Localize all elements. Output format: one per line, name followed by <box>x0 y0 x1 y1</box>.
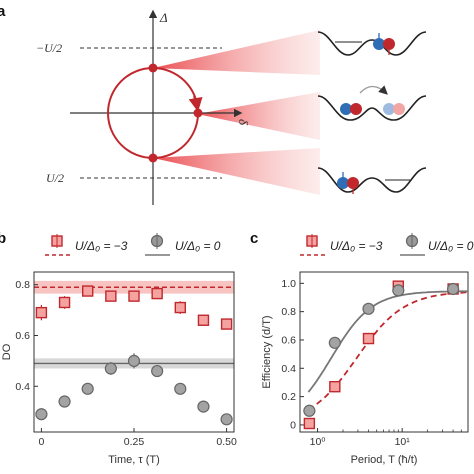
data-point-square <box>362 332 375 345</box>
point-bottom <box>148 153 158 163</box>
data-point-circle <box>174 382 187 395</box>
fit-curve-1 <box>307 290 468 393</box>
legend-c-label-2: U/Δ₀ = 0 <box>428 239 474 253</box>
data-point-circle <box>220 413 233 426</box>
panel-a: a Δ δ −U/2 U/2 <box>0 3 427 205</box>
data-point-square <box>303 417 316 430</box>
data-point-circle <box>362 302 375 315</box>
data-point-circle <box>104 362 117 375</box>
panel-c-letter: c <box>250 230 258 247</box>
delta-axis-label: Δ <box>159 10 168 25</box>
data-point-circle <box>35 408 48 421</box>
x-tick-label: 10⁰ <box>310 436 327 448</box>
data-point-square <box>128 290 140 302</box>
trajectory-arrow <box>188 95 203 112</box>
legend-b-label-1: U/Δ₀ = −3 <box>75 239 128 253</box>
point-top <box>148 63 158 73</box>
y-tick-label: 0.6 <box>15 330 30 342</box>
data-point-circle <box>447 282 460 296</box>
data-point-square <box>329 380 341 393</box>
x-axis-label: Period, T (ħ/t) <box>351 454 418 466</box>
panel-c: c U/Δ₀ = −3 U/Δ₀ = 0 10⁰ 10¹ 0 0.2 0.4 0.6 0.8… <box>250 230 474 466</box>
well-top <box>317 31 427 56</box>
data-point-circle <box>303 404 316 417</box>
data-point-square <box>58 296 71 309</box>
data-point-circle <box>58 395 71 408</box>
beam-top <box>153 30 320 75</box>
detuning-axis-label: δ <box>236 119 251 126</box>
well-bottom <box>317 167 427 194</box>
beam-bottom <box>153 148 320 195</box>
data-point-circle <box>127 354 141 367</box>
x-axis-label: Time, τ (T) <box>108 454 160 466</box>
data-point-square <box>82 285 94 297</box>
y-tick-label: 0.6 <box>281 334 296 346</box>
lower-line-label: U/2 <box>46 171 64 185</box>
data-point-square <box>197 314 210 326</box>
y-axis-label: Efficiency (d/T) <box>261 315 273 388</box>
panel-c-legend: U/Δ₀ = −3 U/Δ₀ = 0 <box>300 233 474 256</box>
data-point-circle <box>151 364 164 378</box>
legend-b-label-2: U/Δ₀ = 0 <box>175 239 221 253</box>
panel-a-letter: a <box>0 3 6 20</box>
plot-frame <box>299 271 469 433</box>
panel-c-plot: 10⁰ 10¹ 0 0.2 0.4 0.6 0.8 1.0 Period, T (ħ/t) Eff… <box>261 271 469 466</box>
data-point-circle <box>197 400 210 413</box>
well-middle <box>317 85 427 121</box>
y-tick-label: 0.8 <box>15 279 30 291</box>
beam-middle <box>197 92 320 140</box>
x-tick-label: 0.50 <box>216 436 237 448</box>
point-right <box>193 108 203 118</box>
data-point-circle <box>81 382 94 395</box>
upper-line-label: −U/2 <box>36 41 62 55</box>
panel-b-legend: U/Δ₀ = −3 U/Δ₀ = 0 <box>45 233 221 256</box>
legend-c-label-1: U/Δ₀ = −3 <box>330 239 383 253</box>
data-point-circle <box>392 284 405 297</box>
data-point-circle <box>328 336 341 349</box>
panel-b: b U/Δ₀ = −3 U/Δ₀ = 0 0 0.25 0.50 0.4 0.6 0.8 T… <box>0 230 237 466</box>
data-point-square <box>105 290 117 302</box>
y-tick-label: 0.8 <box>281 306 296 318</box>
y-tick-label: 0.2 <box>281 391 296 403</box>
x-tick-label: 0.25 <box>124 436 145 448</box>
data-point-square <box>35 306 48 319</box>
y-tick-label: 0 <box>290 419 296 431</box>
data-point-square <box>174 301 186 314</box>
x-tick-label: 0 <box>38 436 44 448</box>
x-tick-label: 10¹ <box>395 436 411 448</box>
panel-b-letter: b <box>0 230 6 247</box>
y-axis-label: DO <box>1 343 13 360</box>
data-point-square <box>151 287 163 300</box>
data-point-square <box>220 318 233 330</box>
y-tick-label: 0.4 <box>15 381 30 393</box>
panel-b-plot: 0 0.25 0.50 0.4 0.6 0.8 Time, τ (T) DO <box>1 271 237 466</box>
y-tick-label: 0.4 <box>281 363 296 375</box>
y-tick-label: 1.0 <box>281 278 296 290</box>
